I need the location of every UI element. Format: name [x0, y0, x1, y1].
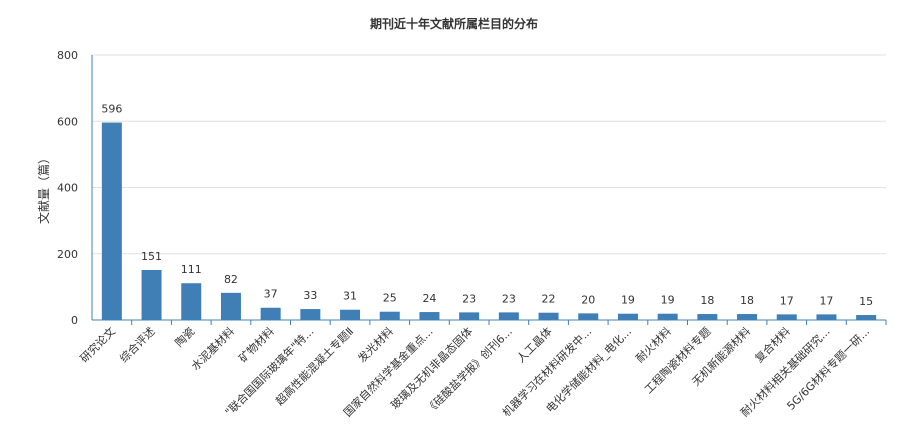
y-tick-label: 600 — [57, 115, 78, 128]
y-tick-label: 200 — [57, 248, 78, 261]
bar[interactable] — [101, 122, 122, 320]
bar[interactable] — [300, 309, 321, 320]
data-label: 17 — [780, 294, 794, 307]
category-label: 陶瓷 — [172, 324, 197, 349]
data-label: 18 — [700, 294, 714, 307]
data-label: 22 — [542, 293, 556, 306]
bar[interactable] — [340, 309, 361, 320]
bar[interactable] — [419, 312, 440, 320]
data-label: 82 — [224, 273, 238, 286]
data-label: 31 — [343, 290, 357, 303]
category-label: 耐火材料 — [633, 324, 674, 365]
y-tick-label: 0 — [71, 314, 78, 327]
bars — [101, 122, 877, 320]
grid — [92, 54, 886, 255]
bar[interactable] — [816, 314, 837, 320]
data-label: 596 — [101, 103, 122, 116]
category-label: 综合评述 — [117, 324, 158, 365]
data-label: 20 — [581, 293, 595, 306]
category-label: 矿物材料 — [236, 324, 277, 365]
data-label: 151 — [141, 250, 162, 263]
data-label: 19 — [621, 294, 635, 307]
bar[interactable] — [498, 312, 519, 320]
data-label: 23 — [502, 292, 516, 305]
bar[interactable] — [697, 314, 718, 320]
bar[interactable] — [776, 314, 797, 320]
bar[interactable] — [538, 312, 559, 320]
bar[interactable] — [260, 307, 281, 320]
category-label: 水泥基材料 — [188, 324, 237, 373]
data-label: 111 — [181, 263, 202, 276]
bar[interactable] — [657, 313, 678, 320]
data-label: 33 — [303, 289, 317, 302]
data-label: 19 — [661, 294, 675, 307]
bar[interactable] — [141, 269, 162, 320]
category-label: 工程陶瓷材料专题 — [641, 324, 713, 396]
data-label: 25 — [383, 292, 397, 305]
bar[interactable] — [379, 311, 400, 320]
bar[interactable] — [737, 314, 758, 320]
bar[interactable] — [181, 283, 202, 320]
y-tick-label: 800 — [57, 49, 78, 62]
data-label: 24 — [422, 292, 436, 305]
y-tick-label: 400 — [57, 182, 78, 195]
category-label: 人工晶体 — [514, 324, 555, 365]
category-label: 发光材料 — [355, 324, 396, 365]
y-axis-title: 文献量（篇） — [36, 152, 51, 224]
category-label: 研究论文 — [77, 324, 118, 365]
bar[interactable] — [578, 313, 599, 320]
bar[interactable] — [617, 313, 638, 320]
category-label: 复合材料 — [752, 324, 793, 365]
data-label: 17 — [819, 294, 833, 307]
category-label: 超高性能混凝土专题Ⅱ — [272, 324, 356, 408]
data-label: 37 — [264, 288, 278, 301]
bar[interactable] — [459, 312, 480, 320]
data-label: 15 — [859, 295, 873, 308]
data-label: 18 — [740, 294, 754, 307]
data-labels: 596 151 111 82 37 33 31 25 24 23 23 22 20 19 19 18 18 17 1… — [101, 103, 873, 308]
data-label: 23 — [462, 292, 476, 305]
chart-title: 期刊近十年文献所属栏目的分布 — [370, 16, 538, 31]
bar[interactable] — [220, 292, 241, 320]
bar[interactable] — [856, 315, 877, 320]
